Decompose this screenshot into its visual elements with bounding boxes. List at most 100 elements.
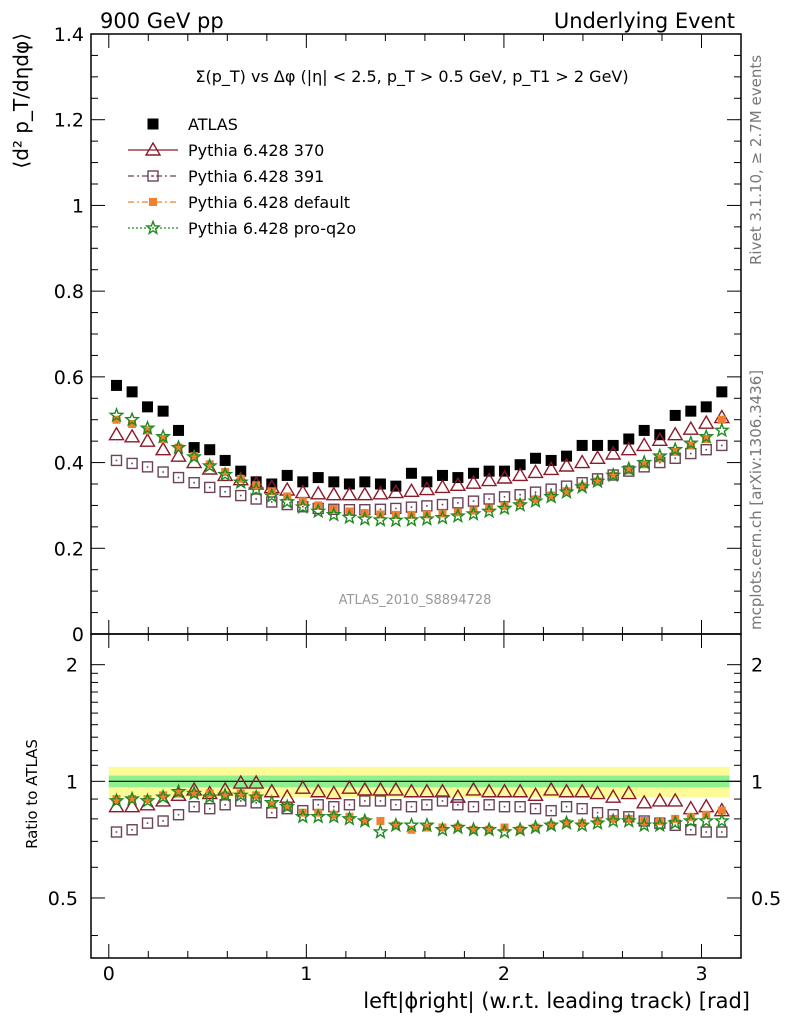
data-point <box>172 471 185 484</box>
ratio-point <box>154 788 172 805</box>
data-point <box>128 420 137 428</box>
ratio-point <box>309 783 327 798</box>
series-pythia-6-428-370 <box>108 409 731 501</box>
ratio-point <box>360 816 369 825</box>
data-point <box>279 493 296 509</box>
data-point <box>607 439 619 451</box>
ratio-point <box>126 824 138 836</box>
data-point <box>465 474 482 489</box>
ratio-point <box>640 816 649 825</box>
ratio-point <box>620 812 637 828</box>
ratio-point <box>298 808 307 817</box>
y-tick-label: 1.2 <box>54 110 84 132</box>
data-point <box>235 489 247 502</box>
data-point <box>511 467 529 482</box>
data-point <box>516 498 525 507</box>
ratio-point <box>469 825 478 834</box>
ratio-point <box>651 792 669 807</box>
data-point <box>312 472 324 484</box>
series-pythia-6-428-pro-q2o <box>108 406 730 528</box>
data-point <box>343 478 355 490</box>
ratio-point <box>143 795 152 804</box>
ratio-point <box>391 821 400 830</box>
ratio-point <box>325 785 343 800</box>
ratio-point <box>496 783 513 798</box>
ratio-point <box>452 799 464 811</box>
data-point <box>573 454 591 469</box>
ratio-series-pythia-6-428-391 <box>110 795 728 838</box>
ratio-point <box>465 821 482 837</box>
data-point <box>421 500 433 512</box>
data-point <box>514 459 526 471</box>
data-point <box>405 501 418 513</box>
y-tick-label: 0.4 <box>54 453 84 475</box>
data-point <box>578 482 587 491</box>
data-point <box>374 478 386 490</box>
ratio-point <box>356 781 374 796</box>
data-point <box>576 439 588 451</box>
data-point <box>281 469 293 481</box>
data-point <box>266 496 278 508</box>
data-point <box>543 488 560 504</box>
x-axis-label: left|ϕright| (w.r.t. leading track) [rad… <box>363 989 750 1014</box>
ratio-point <box>562 819 571 828</box>
ratio-point <box>128 795 137 804</box>
data-point <box>452 497 464 509</box>
data-point <box>188 477 200 489</box>
data-point <box>545 454 557 466</box>
data-point <box>154 441 172 456</box>
data-point <box>698 428 715 444</box>
ratio-point <box>516 825 525 834</box>
data-point <box>219 486 231 498</box>
data-point <box>387 484 405 499</box>
series-atlas <box>110 379 728 492</box>
data-point <box>481 502 498 519</box>
data-point <box>108 406 125 423</box>
side-label-rivet: Rivet 3.1.10, ≥ 2.7M events <box>747 55 765 265</box>
data-point <box>174 443 183 452</box>
ratio-point <box>403 783 420 798</box>
data-point <box>666 426 684 441</box>
ratio-point <box>248 788 265 805</box>
data-point <box>500 501 509 510</box>
ratio-point <box>123 798 141 813</box>
ratio-point <box>217 786 234 803</box>
x-tick-label: 2 <box>498 963 510 985</box>
ratio-point <box>204 802 216 815</box>
data-point <box>636 454 653 470</box>
ratio-point <box>485 825 494 834</box>
data-point <box>682 434 699 451</box>
data-point <box>453 508 462 517</box>
data-point <box>651 431 669 446</box>
ratio-point <box>263 794 280 810</box>
ratio-point <box>376 816 385 825</box>
ratio-point <box>434 783 451 798</box>
ratio-point <box>283 802 292 811</box>
legend-item-atlas: ATLAS <box>147 115 238 134</box>
data-point <box>654 429 666 441</box>
ratio-point <box>560 801 573 813</box>
ratio-point <box>310 808 327 824</box>
ratio-point <box>205 789 214 798</box>
ratio-point <box>483 799 495 811</box>
ratio-point <box>651 816 668 833</box>
data-point <box>467 467 479 479</box>
data-point <box>310 502 327 519</box>
ratio-point <box>403 816 420 833</box>
data-point <box>219 454 231 466</box>
ratio-point <box>512 821 529 837</box>
ratio-point <box>453 823 462 832</box>
main-plot-title: Σ(p_T) vs Δφ (|η| < 2.5, p_T > 0.5 GeV, … <box>195 67 628 87</box>
data-point <box>542 461 560 476</box>
ratio-point <box>387 816 404 833</box>
ratio-point <box>407 825 416 834</box>
data-point <box>297 476 309 488</box>
ratio-point <box>682 812 699 828</box>
data-point <box>403 482 420 497</box>
data-point <box>405 467 417 479</box>
data-point <box>236 474 245 483</box>
data-point <box>123 428 141 443</box>
ratio-point <box>174 789 183 798</box>
ratio-point <box>574 816 591 833</box>
data-point <box>449 476 467 491</box>
